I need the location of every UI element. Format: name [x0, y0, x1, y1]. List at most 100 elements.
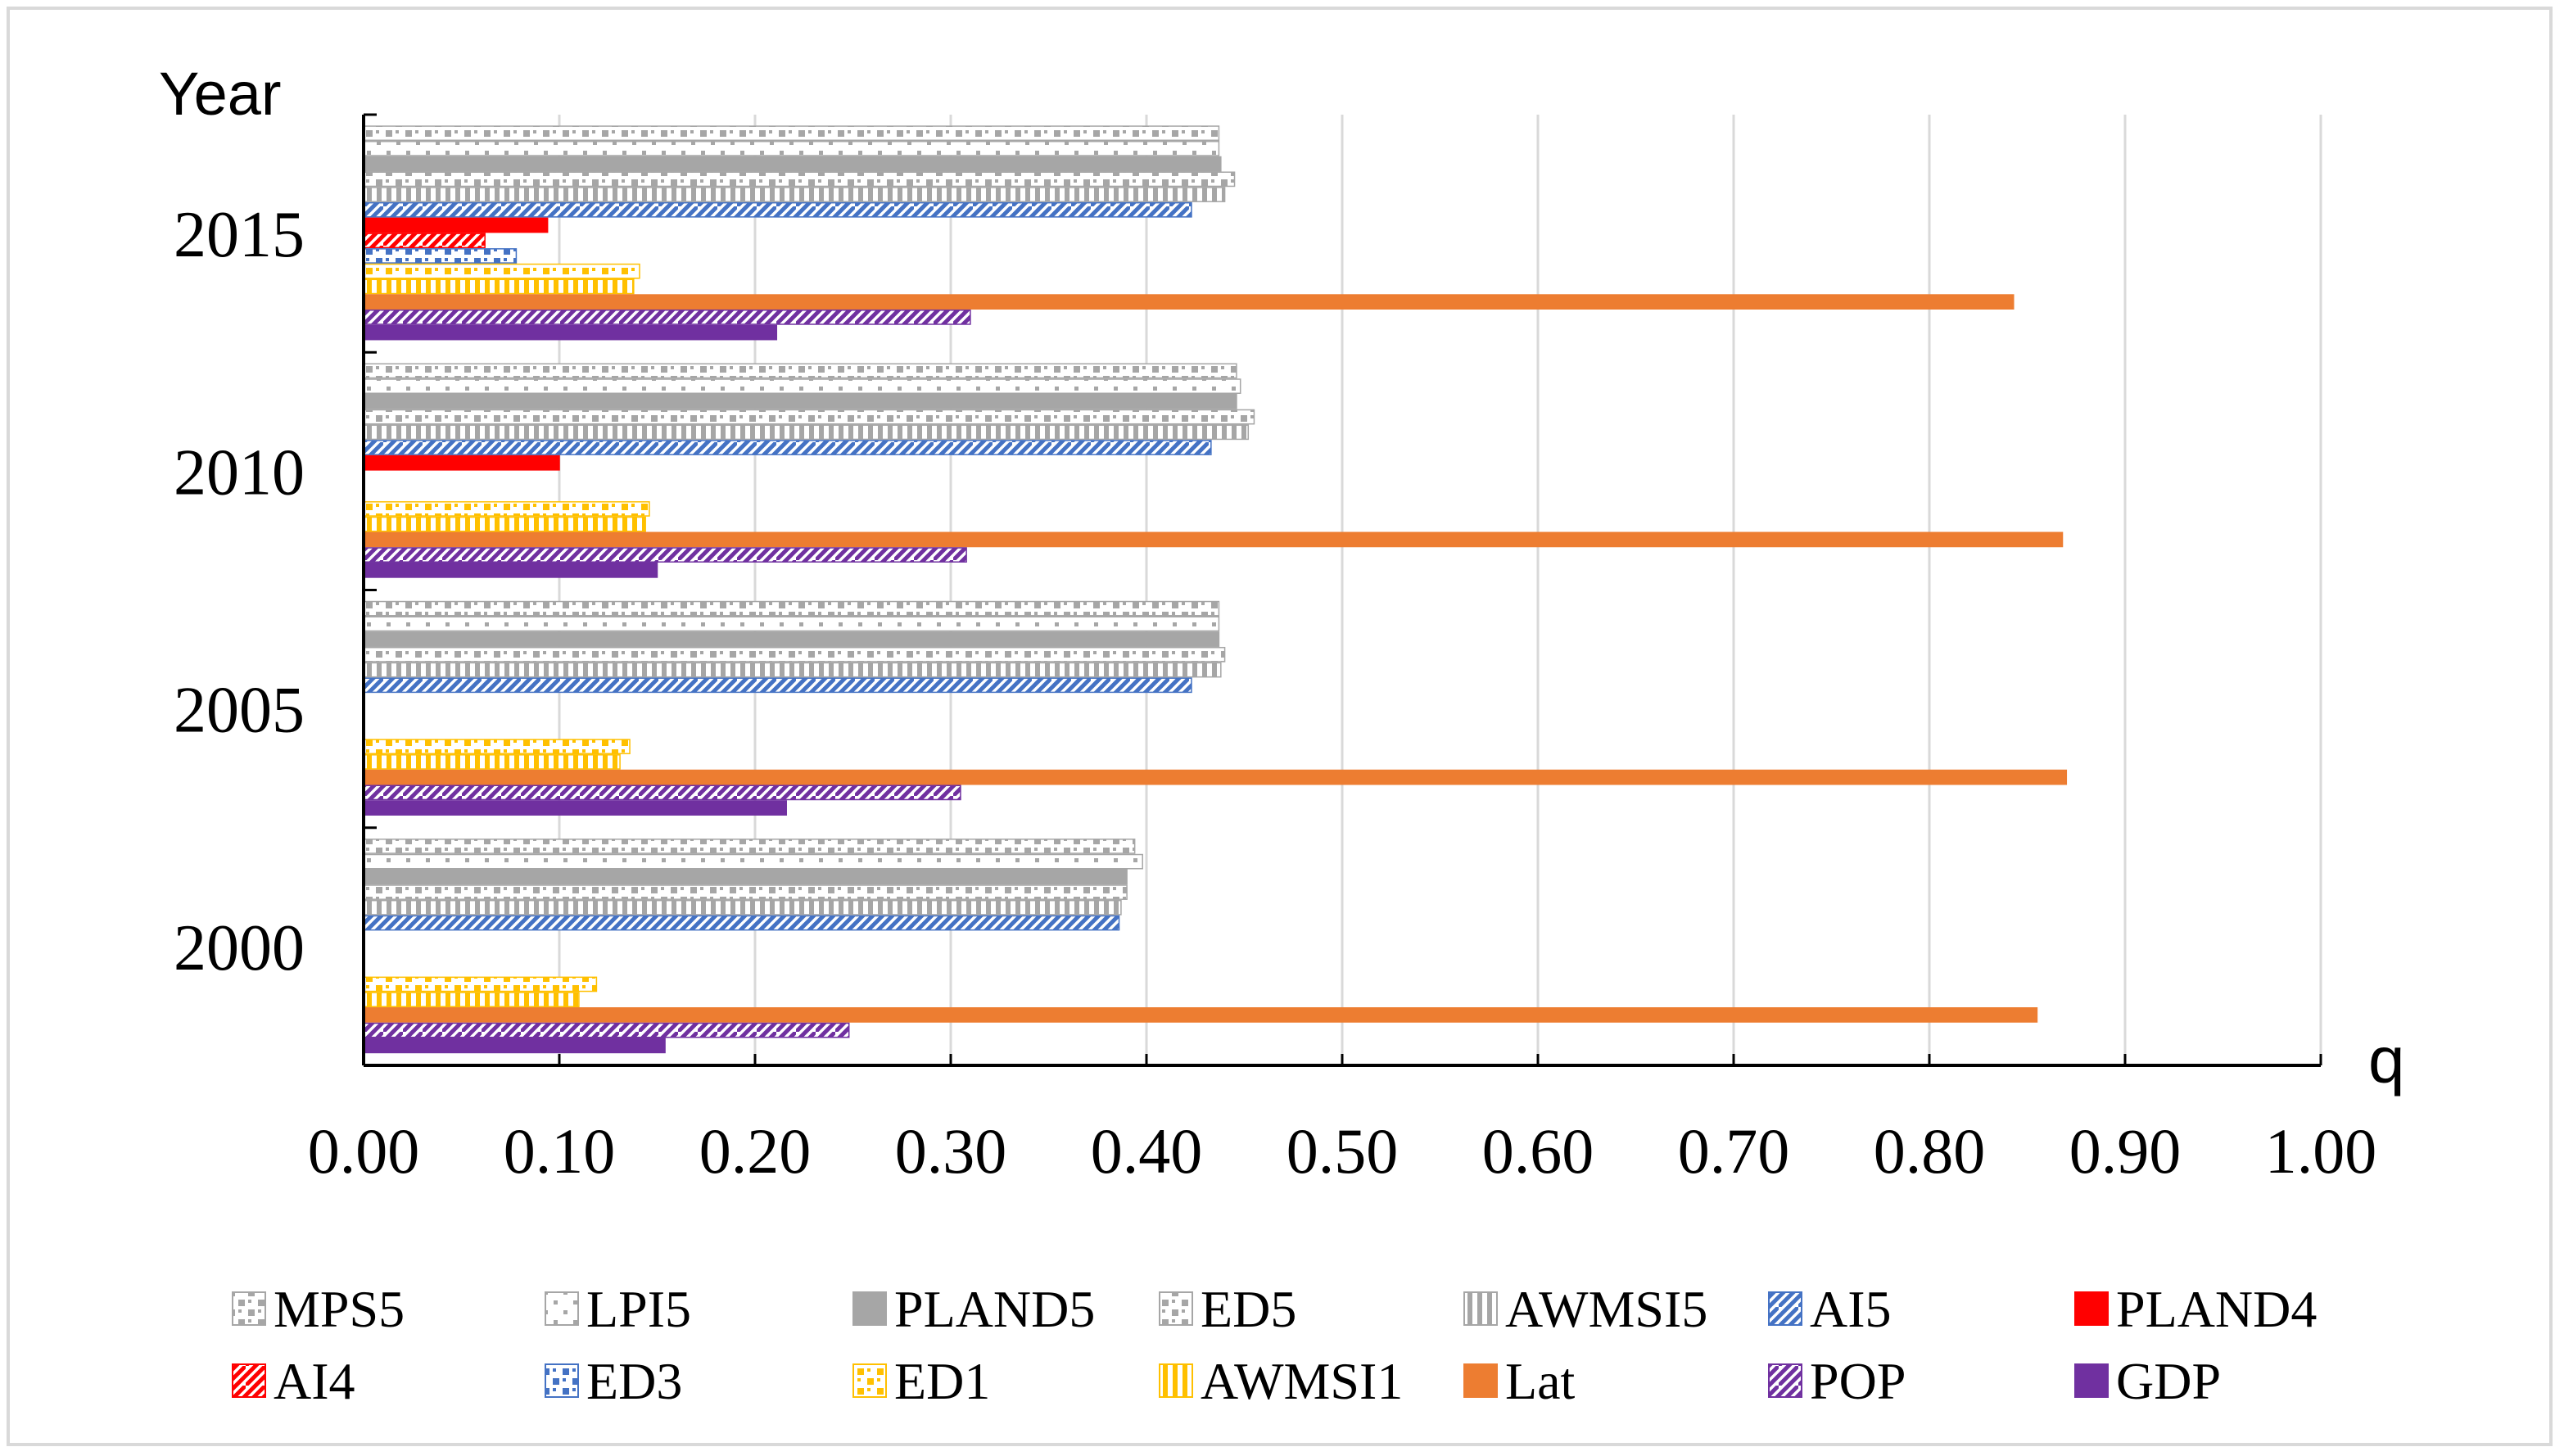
legend-swatch-ed5: [1159, 1291, 1193, 1326]
legend-label-pop: POP: [1810, 1352, 1906, 1410]
legend-entry-awmsi1: AWMSI1: [1159, 1352, 1403, 1410]
bar-ai5-2005: [363, 677, 1192, 694]
legend-entry-pland4: PLAND4: [2074, 1280, 2317, 1338]
bar-pland5-2000: [363, 869, 1128, 885]
legend-swatch-ai4: [232, 1363, 266, 1398]
legend: MPS5 LPI5 PLAND5 ED5 AWMSI5 AI5 PLAND4 AI4 ED3 ED…: [232, 1280, 2317, 1410]
bar-gdp-2015: [363, 324, 778, 341]
legend-swatch-awmsi1: [1159, 1363, 1193, 1398]
y-tick-label-2005: 2005: [174, 675, 305, 747]
bar-ed5-2010: [363, 409, 1255, 425]
legend-label-gdp: GDP: [2116, 1352, 2221, 1410]
y-tick-label-2015: 2015: [174, 199, 305, 271]
bar-awmsi1-2015: [363, 278, 635, 295]
legend-entry-gdp: GDP: [2074, 1352, 2221, 1410]
bar-ed5-2005: [363, 646, 1226, 662]
bar-pland4-2010: [363, 454, 560, 471]
bar-mps5-2010: [363, 363, 1237, 379]
legend-entry-mps5: MPS5: [232, 1280, 405, 1338]
x-tick-label-0-10: 0.10: [504, 1115, 616, 1187]
legend-label-lat: Lat: [1505, 1352, 1576, 1410]
x-tick-label-1-00: 1.00: [2265, 1115, 2377, 1187]
bar-awmsi5-2010: [363, 424, 1250, 441]
x-tick-label-0-80: 0.80: [1874, 1115, 1986, 1187]
bar-ed5-2015: [363, 171, 1236, 188]
legend-swatch-ed3: [545, 1363, 579, 1398]
legend-label-ed5: ED5: [1201, 1280, 1296, 1338]
x-tick-label-0-60: 0.60: [1482, 1115, 1594, 1187]
bar-mps5-2015: [363, 125, 1220, 142]
y-tick-label-2010: 2010: [174, 436, 305, 509]
bar-lat-2015: [363, 294, 2015, 310]
legend-label-awmsi1: AWMSI1: [1201, 1352, 1403, 1410]
bar-lpi5-2000: [363, 853, 1143, 870]
bar-pop-2015: [363, 310, 971, 325]
legend-swatch-pop: [1768, 1363, 1802, 1398]
bar-ed5-2000: [363, 884, 1128, 900]
bar-awmsi1-2000: [363, 992, 580, 1008]
legend-entry-lpi5: LPI5: [545, 1280, 691, 1338]
bar-ed1-2005: [363, 739, 631, 755]
bar-ai4-2015: [363, 233, 486, 249]
bar-lat-2010: [363, 531, 2064, 548]
bar-ai5-2010: [363, 440, 1212, 455]
labels: 0.00 0.10 0.20 0.30 0.40 0.50 0.60 0.70 0.80 0.90…: [159, 60, 2405, 1187]
bar-pland4-2015: [363, 217, 549, 233]
bar-ed3-2015: [363, 248, 518, 264]
legend-entry-awmsi5: AWMSI5: [1463, 1280, 1707, 1338]
bars: [363, 125, 2068, 1054]
legend-entry-ed1: ED1: [852, 1352, 990, 1410]
legend-entry-pop: POP: [1768, 1352, 1906, 1410]
bar-awmsi5-2015: [363, 187, 1226, 202]
legend-swatch-awmsi5: [1463, 1291, 1498, 1326]
legend-entry-ed5: ED5: [1159, 1280, 1296, 1338]
legend-label-mps5: MPS5: [274, 1280, 405, 1338]
bar-chart: 0.00 0.10 0.20 0.30 0.40 0.50 0.60 0.70 0.80 0.90…: [159, 60, 2405, 1410]
bar-pland5-2015: [363, 156, 1222, 172]
bar-lpi5-2005: [363, 616, 1220, 632]
legend-entry-lat: Lat: [1463, 1352, 1576, 1410]
x-tick-label-0-20: 0.20: [699, 1115, 812, 1187]
bar-awmsi1-2005: [363, 754, 621, 770]
bar-ai5-2000: [363, 915, 1120, 931]
legend-swatch-lat: [1463, 1363, 1498, 1398]
legend-label-ai5: AI5: [1810, 1280, 1892, 1338]
legend-swatch-ai5: [1768, 1291, 1802, 1326]
x-tick-label-0-50: 0.50: [1287, 1115, 1399, 1187]
bar-lat-2005: [363, 769, 2068, 785]
legend-entry-ai4: AI4: [232, 1352, 355, 1410]
x-tick-label-0-40: 0.40: [1091, 1115, 1203, 1187]
bar-gdp-2000: [363, 1038, 666, 1054]
bar-awmsi1-2010: [363, 516, 646, 532]
legend-label-lpi5: LPI5: [586, 1280, 691, 1338]
legend-entry-ed3: ED3: [545, 1352, 682, 1410]
legend-entry-pland5: PLAND5: [852, 1280, 1095, 1338]
gridlines: [558, 115, 2322, 1065]
bar-ed1-2010: [363, 501, 650, 517]
bar-mps5-2000: [363, 839, 1136, 854]
bar-pland5-2005: [363, 631, 1220, 647]
legend-swatch-mps5: [232, 1291, 266, 1326]
bar-ai5-2015: [363, 201, 1192, 218]
legend-label-ed3: ED3: [586, 1352, 682, 1410]
x-tick-label-0-70: 0.70: [1678, 1115, 1790, 1187]
bar-lpi5-2010: [363, 378, 1241, 394]
legend-swatch-pland4: [2074, 1291, 2109, 1326]
legend-swatch-lpi5: [545, 1291, 579, 1326]
legend-swatch-pland5: [852, 1291, 887, 1326]
bar-lat-2000: [363, 1007, 2038, 1023]
bar-ed1-2015: [363, 263, 640, 279]
bar-mps5-2005: [363, 600, 1220, 617]
legend-swatch-gdp: [2074, 1363, 2109, 1398]
bar-pop-2000: [363, 1022, 850, 1038]
bar-awmsi5-2005: [363, 662, 1222, 678]
bar-pland5-2010: [363, 393, 1237, 409]
legend-entry-ai5: AI5: [1768, 1280, 1892, 1338]
bar-gdp-2010: [363, 562, 658, 578]
legend-label-awmsi5: AWMSI5: [1505, 1280, 1707, 1338]
y-axis-title: Year: [159, 60, 282, 128]
bar-gdp-2005: [363, 800, 787, 816]
x-axis-title: q: [2368, 1024, 2405, 1097]
x-tick-label-0-00: 0.00: [308, 1115, 420, 1187]
legend-swatch-ed1: [852, 1363, 887, 1398]
